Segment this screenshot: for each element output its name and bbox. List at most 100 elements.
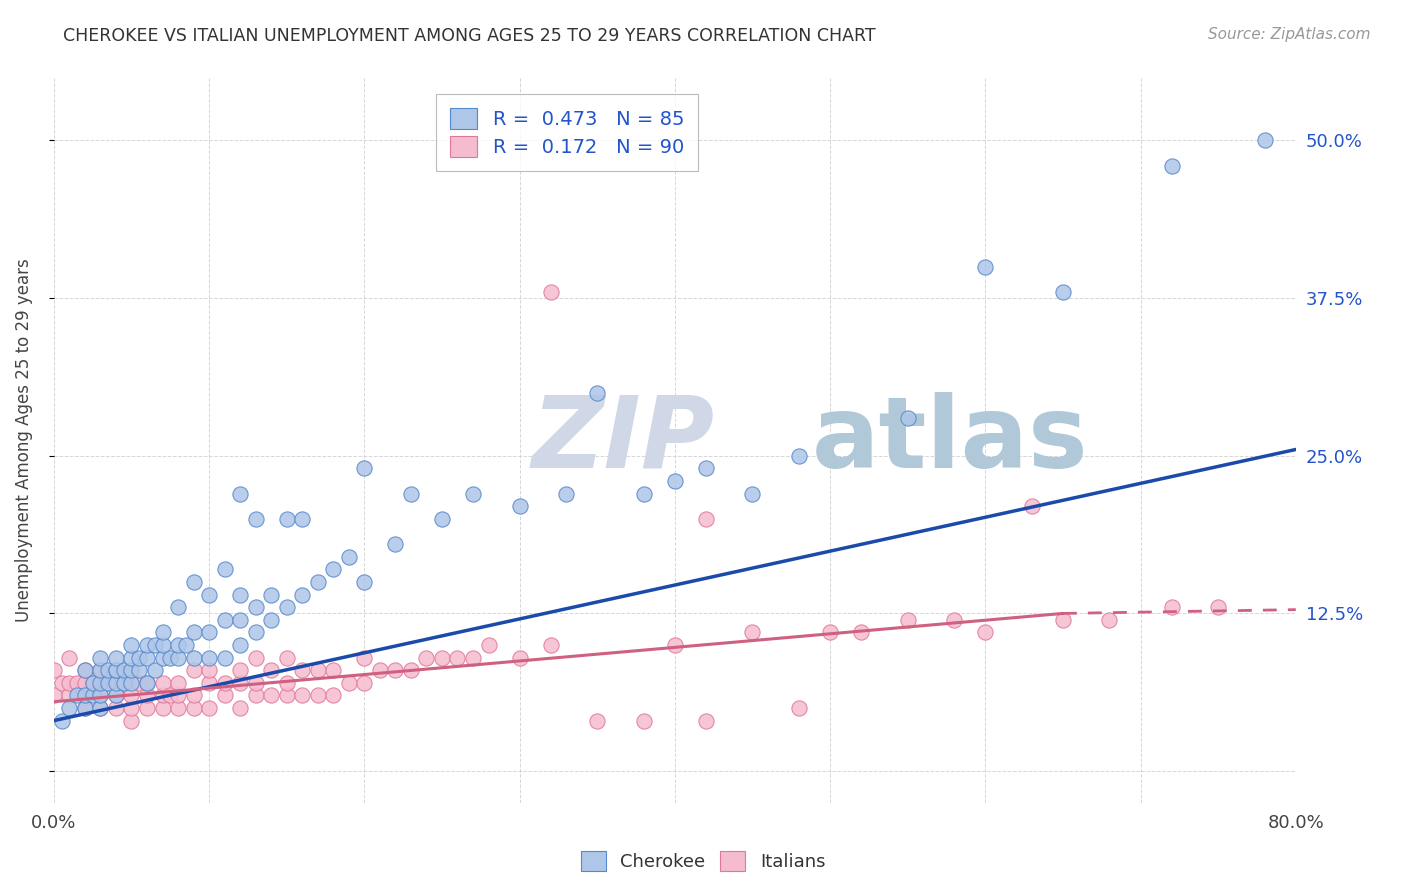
Point <box>198 675 221 690</box>
Point <box>461 486 484 500</box>
Point <box>214 689 236 703</box>
Point <box>73 701 96 715</box>
Point <box>245 689 267 703</box>
Point <box>73 689 96 703</box>
Point <box>198 625 221 640</box>
Point <box>214 675 236 690</box>
Point <box>214 650 236 665</box>
Point <box>741 625 763 640</box>
Point <box>322 689 344 703</box>
Point <box>104 663 127 677</box>
Point <box>1052 613 1074 627</box>
Point <box>245 600 267 615</box>
Point <box>260 689 283 703</box>
Point <box>136 675 159 690</box>
Point <box>89 675 111 690</box>
Point <box>73 675 96 690</box>
Point <box>128 650 150 665</box>
Point <box>291 663 314 677</box>
Point <box>430 650 453 665</box>
Point <box>120 701 142 715</box>
Point <box>112 663 135 677</box>
Point <box>1021 500 1043 514</box>
Point <box>128 663 150 677</box>
Point <box>104 663 127 677</box>
Point <box>695 714 717 728</box>
Point <box>509 650 531 665</box>
Point <box>136 638 159 652</box>
Point <box>89 689 111 703</box>
Point <box>58 689 80 703</box>
Point <box>120 714 142 728</box>
Point <box>58 701 80 715</box>
Point <box>82 675 104 690</box>
Point <box>540 638 562 652</box>
Point <box>159 689 181 703</box>
Point <box>897 411 920 425</box>
Point <box>97 663 120 677</box>
Point <box>368 663 391 677</box>
Point <box>260 663 283 677</box>
Point <box>73 689 96 703</box>
Point <box>104 689 127 703</box>
Point <box>104 701 127 715</box>
Point <box>167 689 190 703</box>
Point <box>430 512 453 526</box>
Point <box>136 701 159 715</box>
Point <box>136 675 159 690</box>
Point <box>167 638 190 652</box>
Point <box>214 562 236 576</box>
Text: atlas: atlas <box>811 392 1088 489</box>
Point <box>307 574 329 589</box>
Point <box>477 638 499 652</box>
Point <box>120 638 142 652</box>
Point <box>128 675 150 690</box>
Point <box>353 675 375 690</box>
Point <box>104 650 127 665</box>
Legend: Cherokee, Italians: Cherokee, Italians <box>574 844 832 879</box>
Point <box>276 512 298 526</box>
Point <box>120 650 142 665</box>
Point <box>89 675 111 690</box>
Point <box>260 613 283 627</box>
Point <box>42 663 65 677</box>
Point <box>112 675 135 690</box>
Point <box>104 675 127 690</box>
Point <box>58 650 80 665</box>
Point <box>586 385 609 400</box>
Point <box>143 663 166 677</box>
Point <box>136 650 159 665</box>
Point <box>82 689 104 703</box>
Point <box>260 587 283 601</box>
Point <box>461 650 484 665</box>
Point <box>695 512 717 526</box>
Point <box>198 663 221 677</box>
Point <box>66 675 89 690</box>
Point <box>1206 600 1229 615</box>
Legend: R =  0.473   N = 85, R =  0.172   N = 90: R = 0.473 N = 85, R = 0.172 N = 90 <box>436 95 697 171</box>
Y-axis label: Unemployment Among Ages 25 to 29 years: Unemployment Among Ages 25 to 29 years <box>15 258 32 622</box>
Point <box>152 650 174 665</box>
Point <box>89 663 111 677</box>
Point <box>73 663 96 677</box>
Point <box>120 663 142 677</box>
Point <box>446 650 468 665</box>
Point <box>58 675 80 690</box>
Point <box>198 587 221 601</box>
Point <box>245 675 267 690</box>
Point <box>322 562 344 576</box>
Point <box>152 638 174 652</box>
Point <box>664 474 686 488</box>
Point <box>555 486 578 500</box>
Point <box>291 689 314 703</box>
Point <box>120 675 142 690</box>
Point <box>1160 600 1182 615</box>
Point <box>229 486 252 500</box>
Point <box>1098 613 1121 627</box>
Point <box>974 625 997 640</box>
Point <box>167 675 190 690</box>
Point <box>174 638 197 652</box>
Point <box>120 689 142 703</box>
Point <box>183 650 205 665</box>
Point <box>229 587 252 601</box>
